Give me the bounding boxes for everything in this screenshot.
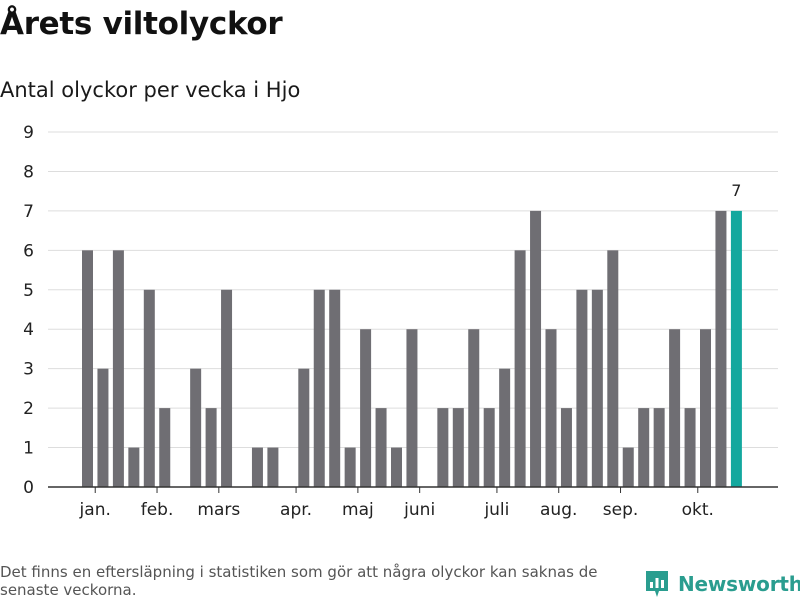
bar <box>251 447 263 487</box>
bar <box>669 329 681 487</box>
x-tick-label: feb. <box>141 500 174 520</box>
y-tick-label: 1 <box>23 439 34 459</box>
bar <box>391 447 402 487</box>
y-tick-label: 0 <box>23 478 34 498</box>
x-tick-label: juli <box>483 500 509 520</box>
bar <box>298 368 310 487</box>
bar <box>221 289 233 487</box>
bar <box>483 408 495 487</box>
bar <box>82 250 93 487</box>
bar <box>97 368 109 487</box>
x-tick-label: apr. <box>280 500 312 520</box>
chart-subtitle: Antal olyckor per vecka i Hjo <box>0 78 301 102</box>
bar <box>190 368 202 487</box>
bar <box>159 408 171 487</box>
y-tick-label: 5 <box>23 281 34 301</box>
y-axis-ticks: 0 1 2 3 4 5 6 7 8 9 <box>23 123 34 498</box>
x-tick-label: jan. <box>79 500 111 520</box>
x-tick-label: sep. <box>603 500 639 520</box>
brand-name: Newsworthy <box>678 572 800 596</box>
bar <box>468 329 480 487</box>
highlight-value-label: 7 <box>731 181 741 200</box>
bar <box>607 250 619 487</box>
y-tick-label: 8 <box>23 162 34 182</box>
x-tick-label: juni <box>403 500 435 520</box>
bar <box>530 210 542 487</box>
x-tick-label: maj <box>342 500 374 520</box>
x-tick-label: mars <box>197 500 240 520</box>
x-tick-label: okt. <box>682 500 714 520</box>
bar <box>205 408 217 487</box>
bar <box>715 210 727 487</box>
newsworthy-logo-icon <box>646 571 668 597</box>
bar <box>437 408 449 487</box>
bar <box>313 289 325 487</box>
bar <box>653 408 665 487</box>
bar <box>360 329 372 487</box>
y-tick-label: 2 <box>23 399 34 419</box>
x-axis: jan. feb. mars apr. maj juni juli aug. sep. okt. <box>48 486 778 520</box>
bar-highlight <box>730 210 742 487</box>
bar <box>375 408 387 487</box>
bar <box>143 289 155 487</box>
bar <box>499 368 511 487</box>
bar <box>684 408 696 487</box>
bar <box>560 408 572 487</box>
bar <box>514 250 526 487</box>
bar <box>638 408 650 487</box>
bar-chart: 0 1 2 3 4 5 6 7 8 9 jan. feb. mars apr. maj juni juli au… <box>23 123 778 520</box>
bar <box>452 408 464 487</box>
bar <box>267 447 279 487</box>
bar <box>700 329 711 487</box>
bar <box>576 289 588 487</box>
y-tick-label: 7 <box>23 202 34 222</box>
bar <box>545 329 557 487</box>
y-tick-label: 3 <box>23 360 34 380</box>
y-tick-label: 6 <box>23 241 34 261</box>
brand-logo[interactable]: Newsworthy <box>644 569 800 599</box>
bar <box>344 447 356 487</box>
bar <box>406 329 418 487</box>
y-tick-label: 4 <box>23 320 34 340</box>
chart-title: Årets viltolyckor <box>0 6 283 42</box>
data-labels: 7 <box>731 181 741 200</box>
bar <box>112 250 124 487</box>
bar <box>591 289 603 487</box>
x-tick-label: aug. <box>540 500 577 520</box>
y-tick-label: 9 <box>23 123 34 143</box>
footnote: Det finns en eftersläpning i statistiken… <box>0 563 598 599</box>
bars <box>82 210 742 487</box>
bar <box>622 447 634 487</box>
bar <box>329 289 341 487</box>
bar <box>128 447 140 487</box>
